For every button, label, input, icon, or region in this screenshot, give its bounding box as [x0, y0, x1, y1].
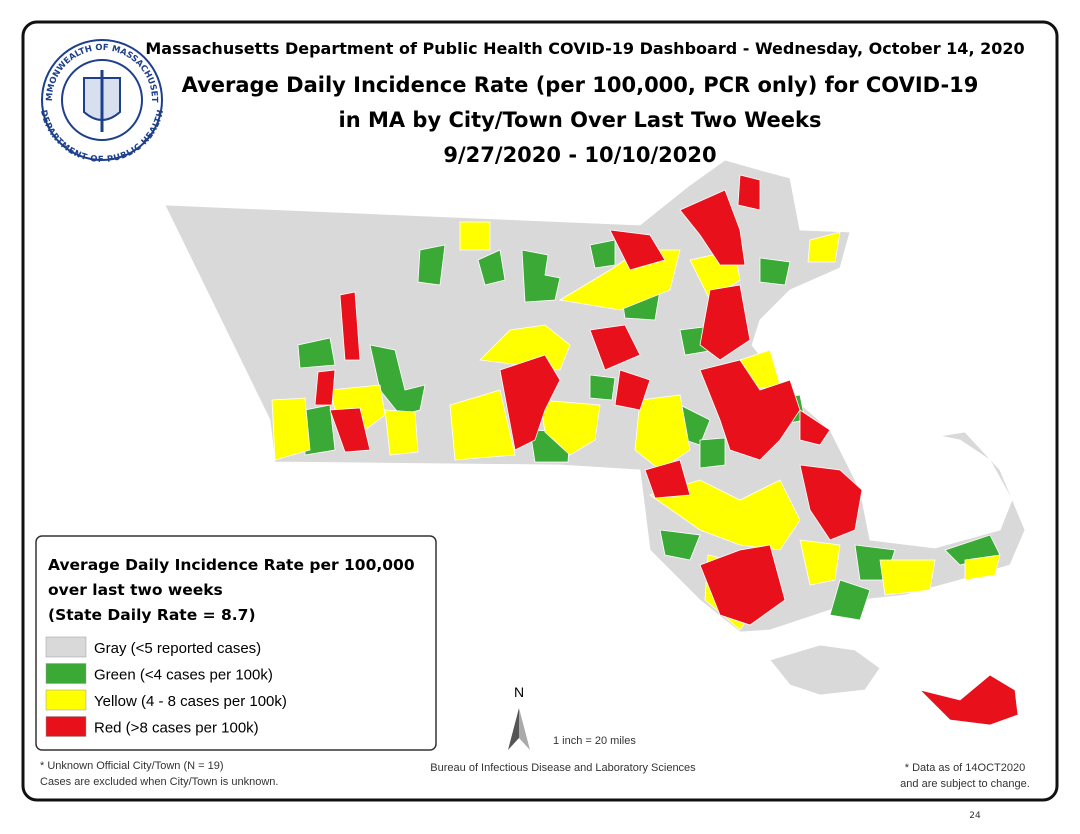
legend-label: Gray (<5 reported cases) [94, 640, 261, 657]
north-label: N [514, 684, 524, 700]
legend-swatch [45, 689, 87, 711]
legend-box [35, 535, 437, 751]
legend-title: (State Daily Rate = 8.7) [48, 606, 256, 624]
title-line: 9/27/2020 - 10/10/2020 [443, 143, 716, 167]
scale-text: 1 inch = 20 miles [553, 735, 636, 747]
legend-swatch [45, 716, 87, 737]
note-right: * Data as of 14OCT2020 [905, 762, 1025, 774]
map [164, 159, 1026, 726]
legend-label: Red (>8 cases per 100k) [94, 720, 259, 737]
note-center: Bureau of Infectious Disease and Laborat… [430, 762, 696, 774]
note-right: and are subject to change. [900, 778, 1030, 790]
title-line: Average Daily Incidence Rate (per 100,00… [182, 73, 979, 97]
legend-label: Green (<4 cases per 100k) [94, 667, 273, 684]
legend-label: Yellow (4 - 8 cases per 100k) [94, 693, 287, 710]
legend-title: over last two weeks [48, 581, 223, 599]
legend-title: Average Daily Incidence Rate per 100,000 [48, 556, 415, 574]
page-number: 24 [969, 811, 981, 821]
note-left: Cases are excluded when City/Town is unk… [40, 776, 278, 788]
note-left: * Unknown Official City/Town (N = 19) [40, 760, 224, 772]
legend-swatch [45, 663, 87, 684]
title-line: in MA by City/Town Over Last Two Weeks [339, 108, 822, 132]
legend-swatch [45, 636, 87, 658]
header-line: Massachusetts Department of Public Healt… [145, 39, 1024, 58]
north-arrow: N [508, 684, 530, 750]
